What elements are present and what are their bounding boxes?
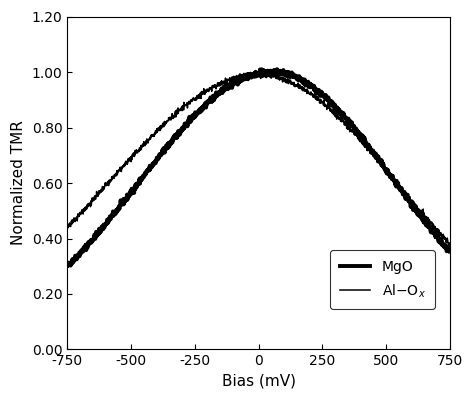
MgO	[283, 72, 288, 77]
X-axis label: Bias (mV): Bias (mV)	[221, 374, 295, 389]
Line: MgO: MgO	[67, 69, 450, 266]
Al$-$O$_x$	[447, 242, 453, 247]
Al$-$O$_x$	[64, 224, 70, 229]
Al$-$O$_x$	[109, 174, 115, 179]
Line: Al$-$O$_x$: Al$-$O$_x$	[67, 72, 450, 245]
MgO	[242, 76, 247, 80]
Al$-$O$_x$	[94, 193, 100, 198]
Al$-$O$_x$	[447, 243, 452, 248]
Y-axis label: Normalized TMR: Normalized TMR	[11, 121, 26, 246]
MgO	[235, 82, 241, 87]
MgO	[64, 264, 70, 268]
MgO	[110, 214, 116, 218]
MgO	[64, 263, 70, 268]
Legend: MgO, Al$-$O$_x$: MgO, Al$-$O$_x$	[330, 250, 435, 309]
MgO	[94, 233, 100, 238]
Al$-$O$_x$	[242, 74, 247, 78]
MgO	[227, 83, 233, 88]
Al$-$O$_x$	[270, 70, 275, 74]
Al$-$O$_x$	[235, 77, 240, 82]
Al$-$O$_x$	[227, 77, 232, 82]
Al$-$O$_x$	[283, 76, 288, 81]
MgO	[447, 249, 453, 254]
MgO	[274, 67, 280, 72]
